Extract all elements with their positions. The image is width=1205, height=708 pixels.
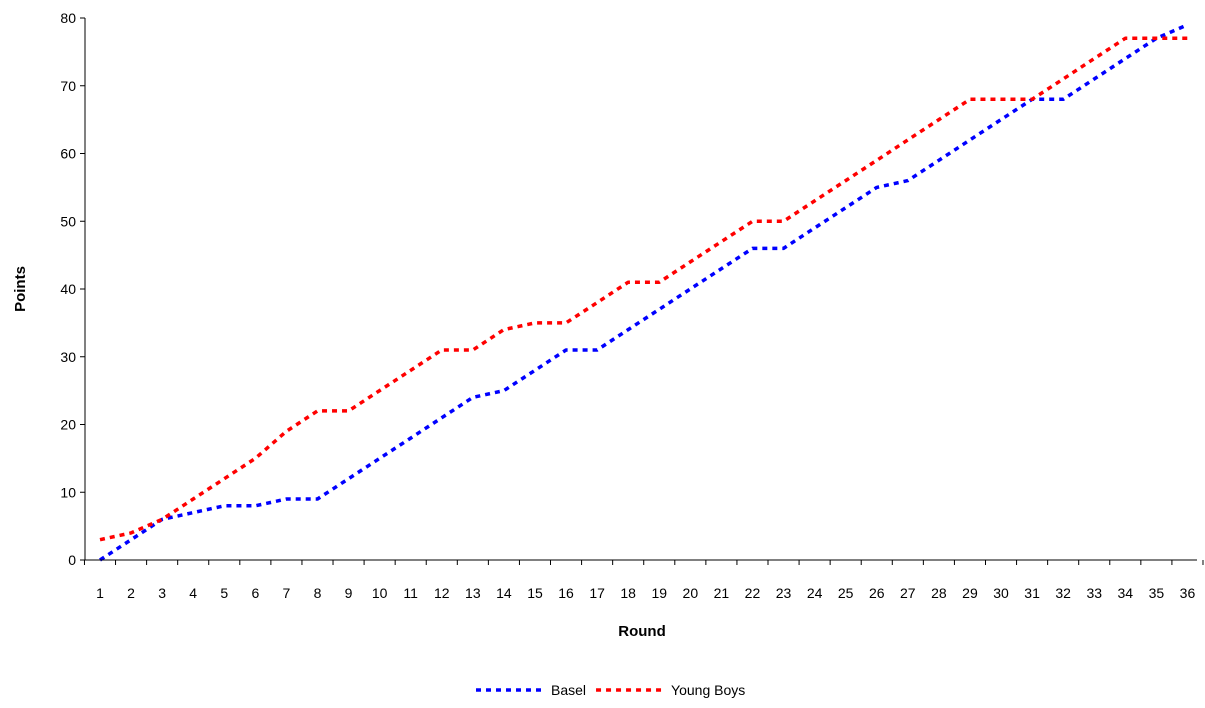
- legend-label: Basel: [551, 682, 586, 698]
- x-tick-label: 4: [189, 585, 197, 601]
- x-tick-label: 34: [1118, 585, 1134, 601]
- series-young-boys: [99, 36, 1188, 542]
- y-tick-label: 50: [60, 213, 76, 229]
- x-tick-label: 19: [651, 585, 667, 601]
- x-tick-label: 32: [1055, 585, 1071, 601]
- y-axis-ticks: 0 10 20 30 40 50 60 70 80: [60, 10, 85, 568]
- x-tick-label: 29: [962, 585, 978, 601]
- series-line: [99, 23, 1189, 562]
- y-tick-label: 60: [60, 146, 76, 162]
- y-tick-label: 30: [60, 349, 76, 365]
- x-tick-label: 21: [714, 585, 730, 601]
- x-tick-label: 36: [1180, 585, 1196, 601]
- y-tick-label: 20: [60, 417, 76, 433]
- x-tick-label: 33: [1086, 585, 1102, 601]
- x-tick-label: 25: [838, 585, 854, 601]
- x-tick-label: 26: [869, 585, 885, 601]
- x-tick-label: 5: [220, 585, 228, 601]
- x-tick-label: 28: [931, 585, 947, 601]
- y-tick-label: 40: [60, 281, 76, 297]
- x-tick-label: 8: [314, 585, 322, 601]
- legend-label: Young Boys: [671, 682, 745, 698]
- y-tick-label: 70: [60, 78, 76, 94]
- x-axis-title: Round: [618, 623, 665, 640]
- x-tick-label: 24: [807, 585, 823, 601]
- series-line: [99, 36, 1188, 542]
- x-tick-label: 3: [158, 585, 166, 601]
- y-tick-label: 80: [60, 10, 76, 26]
- x-tick-label: 12: [434, 585, 450, 601]
- x-tick-label: 30: [993, 585, 1009, 601]
- x-tick-label: 15: [527, 585, 543, 601]
- x-tick-label: 6: [251, 585, 259, 601]
- y-tick-label: 10: [60, 484, 76, 500]
- x-tick-label: 14: [496, 585, 512, 601]
- y-tick-label: 0: [68, 552, 76, 568]
- x-tick-label: 18: [620, 585, 636, 601]
- x-axis-ticks: 1 2 3 4 5 6 7 8 9 10 11 12 13 14 15 16 17 18 19 20 21 22 23 24 2…: [83, 560, 1204, 601]
- x-tick-label: 2: [127, 585, 135, 601]
- x-tick-label: 31: [1024, 585, 1040, 601]
- x-tick-label: 16: [558, 585, 574, 601]
- x-tick-label: 11: [403, 585, 418, 601]
- x-tick-label: 1: [96, 585, 104, 601]
- x-tick-label: 27: [900, 585, 916, 601]
- y-axis-title: Points: [12, 266, 29, 312]
- x-tick-label: 22: [745, 585, 761, 601]
- x-tick-label: 23: [776, 585, 792, 601]
- series-basel: [99, 23, 1189, 562]
- legend: Basel Young Boys: [476, 682, 745, 698]
- x-tick-label: 10: [372, 585, 388, 601]
- series-lines: [99, 23, 1189, 562]
- x-tick-label: 17: [589, 585, 605, 601]
- x-tick-label: 13: [465, 585, 481, 601]
- x-tick-label: 7: [283, 585, 291, 601]
- x-tick-label: 35: [1149, 585, 1165, 601]
- x-tick-label: 20: [683, 585, 699, 601]
- x-tick-label: 9: [345, 585, 353, 601]
